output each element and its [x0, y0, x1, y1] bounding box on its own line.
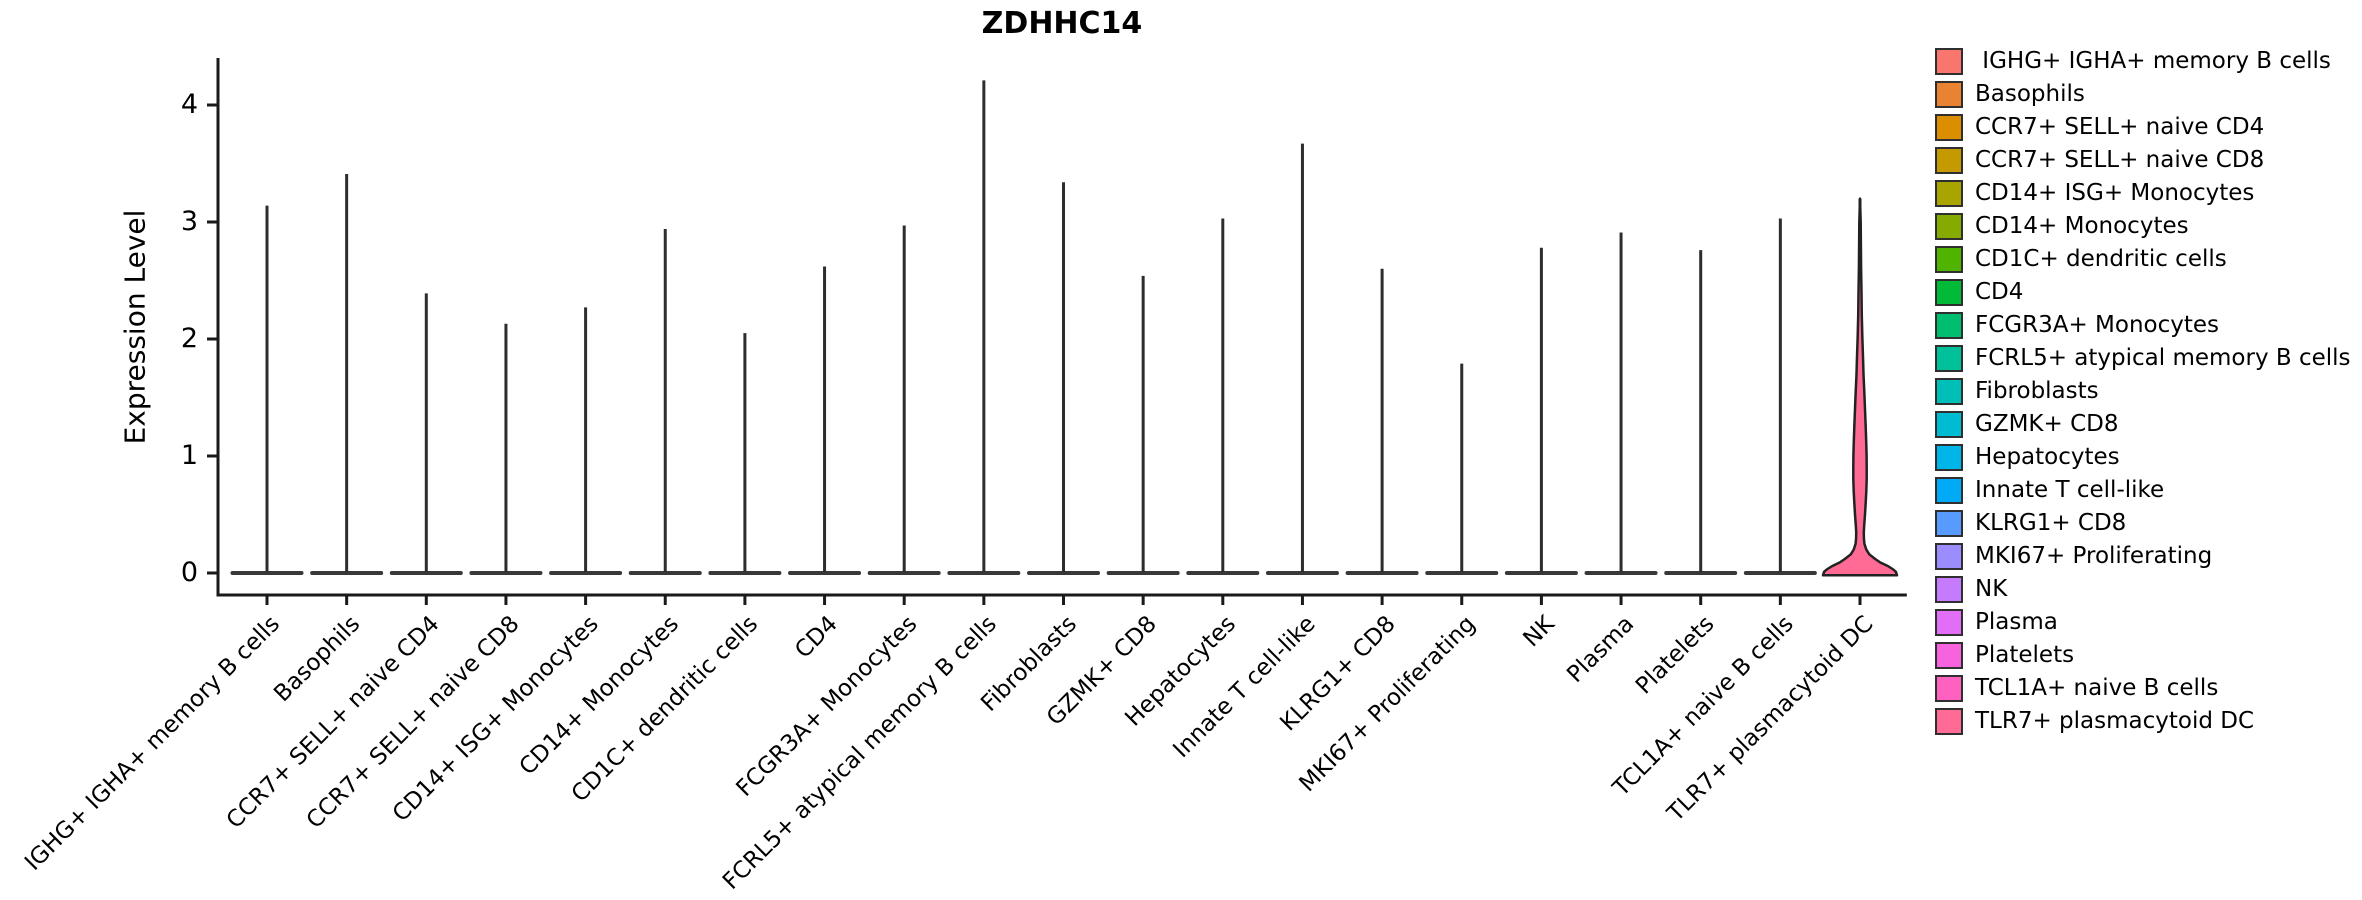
- legend-label: IGHG+ IGHA+ memory B cells: [1975, 48, 2331, 74]
- legend-swatch: [1935, 410, 1963, 438]
- violin-zero-bar: [230, 571, 304, 575]
- legend-label: FCGR3A+ Monocytes: [1975, 312, 2220, 338]
- legend-swatch: [1935, 146, 1963, 174]
- violin-zero-bar: [1186, 571, 1260, 575]
- violin-zero-bar: [389, 571, 463, 575]
- legend-item: Platelets: [1935, 641, 2351, 669]
- legend-item: Innate T cell-like: [1935, 476, 2351, 504]
- violin-zero-bar: [469, 571, 543, 575]
- legend-label: Fibroblasts: [1975, 378, 2099, 404]
- violin-zero-bar: [1425, 571, 1499, 575]
- legend-swatch: [1935, 575, 1963, 603]
- legend-label: TCL1A+ naive B cells: [1975, 675, 2219, 701]
- violin-zero-bar: [1345, 571, 1419, 575]
- legend-swatch: [1935, 113, 1963, 141]
- legend-item: GZMK+ CD8: [1935, 410, 2351, 438]
- legend-swatch: [1935, 608, 1963, 636]
- legend-label: Plasma: [1975, 609, 2058, 635]
- violin-body-tlr7-plasmacytoid-dc: [1821, 197, 1899, 577]
- legend-swatch: [1935, 80, 1963, 108]
- legend-swatch: [1935, 278, 1963, 306]
- y-tick-label: 4: [180, 89, 198, 120]
- violin-zero-bar: [1027, 571, 1100, 575]
- legend-swatch: [1935, 674, 1963, 702]
- violin-zero-bar: [708, 571, 782, 575]
- legend-swatch: [1935, 377, 1963, 405]
- legend-label: Platelets: [1975, 642, 2075, 668]
- legend-label: CCR7+ SELL+ naive CD4: [1975, 114, 2265, 140]
- violin-zero-bar: [788, 571, 862, 575]
- legend: IGHG+ IGHA+ memory B cells Basophils CCR7+…: [1935, 47, 2351, 735]
- legend-item: CCR7+ SELL+ naive CD4: [1935, 113, 2351, 141]
- legend-item: FCGR3A+ Monocytes: [1935, 311, 2351, 339]
- legend-item: CCR7+ SELL+ naive CD8: [1935, 146, 2351, 174]
- legend-swatch: [1935, 641, 1963, 669]
- legend-swatch: [1935, 245, 1963, 273]
- violin-zero-bar: [1584, 571, 1658, 575]
- legend-label: NK: [1975, 576, 2008, 602]
- chart-title: ZDHHC14: [981, 6, 1143, 41]
- legend-label: CD14+ ISG+ Monocytes: [1975, 180, 2255, 206]
- legend-item: NK: [1935, 575, 2351, 603]
- legend-label: KLRG1+ CD8: [1975, 510, 2127, 536]
- legend-item: FCRL5+ atypical memory B cells: [1935, 344, 2351, 372]
- legend-label: FCRL5+ atypical memory B cells: [1975, 345, 2351, 371]
- legend-swatch: [1935, 179, 1963, 207]
- violin-zero-bar: [1504, 571, 1578, 575]
- legend-item: CD1C+ dendritic cells: [1935, 245, 2351, 273]
- violin-zero-bar: [1664, 571, 1738, 575]
- violin-zero-bar: [628, 571, 702, 575]
- legend-item: Basophils: [1935, 80, 2351, 108]
- legend-label: TLR7+ plasmacytoid DC: [1975, 708, 2255, 734]
- legend-swatch: [1935, 542, 1963, 570]
- legend-item: CD4: [1935, 278, 2351, 306]
- y-tick-label: 2: [180, 323, 198, 354]
- legend-item: Plasma: [1935, 608, 2351, 636]
- legend-swatch: [1935, 47, 1963, 75]
- legend-swatch: [1935, 344, 1963, 372]
- legend-label: MKI67+ Proliferating: [1975, 543, 2213, 569]
- legend-item: TLR7+ plasmacytoid DC: [1935, 707, 2351, 735]
- violin-zero-bar: [1265, 571, 1339, 575]
- legend-label: CD4: [1975, 279, 2024, 305]
- y-tick-label: 3: [180, 206, 198, 237]
- legend-swatch: [1935, 311, 1963, 339]
- y-tick-label: 0: [180, 557, 198, 588]
- legend-item: MKI67+ Proliferating: [1935, 542, 2351, 570]
- legend-label: Basophils: [1975, 81, 2085, 107]
- legend-label: CD1C+ dendritic cells: [1975, 246, 2227, 272]
- legend-item: TCL1A+ naive B cells: [1935, 674, 2351, 702]
- legend-swatch: [1935, 212, 1963, 240]
- legend-label: Innate T cell-like: [1975, 477, 2165, 503]
- y-tick-label: 1: [180, 440, 198, 471]
- violin-zero-bar: [1743, 571, 1817, 575]
- legend-swatch: [1935, 443, 1963, 471]
- violin-zero-bar: [1106, 571, 1180, 575]
- legend-item: CD14+ ISG+ Monocytes: [1935, 179, 2351, 207]
- violin-zero-bar: [867, 571, 941, 575]
- legend-swatch: [1935, 476, 1963, 504]
- legend-label: Hepatocytes: [1975, 444, 2120, 470]
- violin-zero-bar: [549, 571, 623, 575]
- legend-label: GZMK+ CD8: [1975, 411, 2119, 437]
- legend-item: Hepatocytes: [1935, 443, 2351, 471]
- legend-item: Fibroblasts: [1935, 377, 2351, 405]
- legend-item: KLRG1+ CD8: [1935, 509, 2351, 537]
- legend-swatch: [1935, 509, 1963, 537]
- legend-label: CD14+ Monocytes: [1975, 213, 2189, 239]
- legend-label: CCR7+ SELL+ naive CD8: [1975, 147, 2265, 173]
- legend-swatch: [1935, 707, 1963, 735]
- violin-zero-bar: [947, 571, 1021, 575]
- legend-item: CD14+ Monocytes: [1935, 212, 2351, 240]
- legend-item: IGHG+ IGHA+ memory B cells: [1935, 47, 2351, 75]
- violin-zero-bar: [310, 571, 384, 575]
